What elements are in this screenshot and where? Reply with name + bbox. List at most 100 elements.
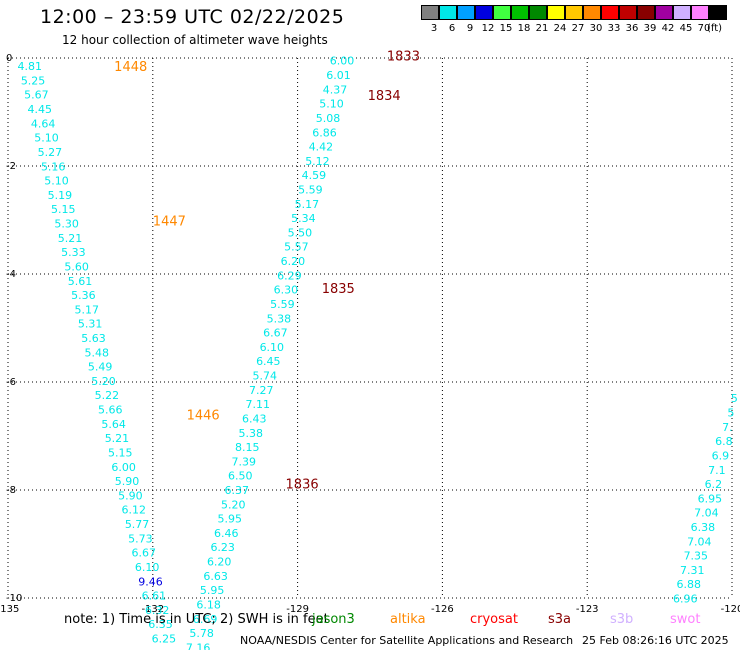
wave-height-value: 9.46 [138,575,163,588]
pass-time-label: 1833 [387,49,420,64]
wave-height-value: 6.8 [715,435,733,448]
legend-label: 21 [535,23,549,34]
legend-label: 6 [448,23,456,34]
wave-height-value: 4.59 [302,169,327,182]
wave-height-value: 5.57 [284,241,309,254]
wave-height-value: 7.11 [246,398,271,411]
wave-height-value: 6.95 [698,492,723,505]
wave-height-value: 6.63 [203,570,228,583]
pass-time-label: 1835 [322,282,355,297]
wave-height-value: 5.22 [95,389,120,402]
wave-height-value: 5.59 [270,298,295,311]
legend-label: 27 [571,23,585,34]
wave-height-value: 6.29 [277,269,302,282]
pass-time-label: 1836 [286,478,319,493]
legend-label: 3 [430,23,438,34]
legend-label: 9 [466,23,474,34]
lon-tick-label: -135 [0,604,19,615]
legend-label: 15 [499,23,513,34]
source-credit: NOAA/NESDIS Center for Satellite Applica… [240,634,574,647]
graticule [7,57,733,599]
legend-swatch [565,5,583,20]
wave-height-value: 5.90 [118,489,143,502]
wave-height-value: 6.30 [274,284,299,297]
wave-height-value: 5.17 [74,303,99,316]
legend-swatch [673,5,691,20]
wave-height-value: 6.2 [705,478,723,491]
wave-height-value: 5.50 [288,226,313,239]
legend-swatch [529,5,547,20]
wave-height-value: 6.61 [142,590,167,603]
legend-label: 18 [517,23,531,34]
wave-height-value: 5 [727,407,734,420]
wave-height-value: 4.81 [17,60,42,73]
wave-height-value: 7.35 [684,550,709,563]
wave-height-value: 5.95 [200,584,225,597]
wave-height-value: 5.66 [98,404,123,417]
wave-height-value: 4.64 [31,117,56,130]
pass-labels: 1448 1447 1446 1833 1834 1835 1836 [114,49,420,492]
wave-height-value: 7.04 [694,507,719,520]
wave-height-value: 5.38 [267,312,292,325]
wave-height-value: 5.08 [316,112,341,125]
wave-height-value: 7.16 [186,641,211,650]
legend-swatch [655,5,673,20]
wave-height-value: 6.38 [691,521,716,534]
wave-height-value: 6.69 [193,613,218,626]
map-title: 12:00 – 23:59 UTC 02/22/2025 [40,6,345,28]
legend-swatch [421,5,439,20]
wave-height-value: 6.50 [228,470,253,483]
wave-height-value: 5.10 [34,132,59,145]
legend-unit: (ft) [707,23,723,34]
wave-height-value: 5.77 [125,518,150,531]
satellite-legend-altika: altika [390,612,426,627]
wave-height-value: 5.15 [108,446,133,459]
lon-tick-label: -126 [431,604,454,615]
wave-height-value: 6.67 [263,327,288,340]
legend-label: 45 [679,23,693,34]
wave-height-value: 5.90 [115,475,140,488]
wave-height-value: 4.42 [309,141,334,154]
pass-time-label: 1834 [368,89,401,104]
legend-swatch [601,5,619,20]
legend-swatch [457,5,475,20]
wave-height-value: 8.15 [235,441,260,454]
axis-labels: -135 -132 -129 -126 -123 -120 0 -2 -4 -6 -8 -10 [0,53,740,615]
legend-label: 39 [643,23,657,34]
footnote: note: 1) Time is in UTC; 2) SWH is in fe… [64,612,329,627]
wave-height-value: 6.9 [712,449,730,462]
wave-height-value: 5.19 [48,189,73,202]
wave-height-value: 5.67 [24,89,49,102]
wave-height-value: 7.27 [249,384,274,397]
wave-height-value: 5.25 [21,74,46,87]
legend-label: 33 [607,23,621,34]
lon-tick-label: -123 [576,604,599,615]
wave-height-value: 5 [731,392,738,405]
pass-time-label: 1446 [187,408,220,423]
wave-height-value: 5.15 [51,203,76,216]
wave-height-value: 6.96 [673,593,698,606]
wave-height-value: 5.34 [291,212,316,225]
wave-height-value: 6.23 [210,541,235,554]
lat-tick-label: 0 [6,53,12,64]
wave-height-value: 7.04 [687,535,712,548]
legend-label: 24 [553,23,567,34]
legend-swatch [691,5,709,20]
wave-height-value: 6.01 [326,69,351,82]
wave-height-value: 6.18 [196,598,221,611]
generated-timestamp: 25 Feb 08:26:16 UTC 2025 [582,634,729,647]
wave-height-value: 5.59 [298,183,323,196]
wave-height-value: 4.45 [28,103,53,116]
legend-swatch [475,5,493,20]
wave-height-value: 5.27 [38,146,63,159]
wave-height-value: 5.33 [61,246,86,259]
legend-label: 36 [625,23,639,34]
wave-height-value: 5.48 [85,346,110,359]
wave-height-value: 4.37 [323,83,348,96]
lon-tick-label: -120 [721,604,740,615]
wave-height-value: 5.17 [295,198,320,211]
wave-height-value: 6.12 [121,504,146,517]
wave-height-value: 6.35 [148,618,173,631]
wave-height-value: 7.31 [680,564,705,577]
